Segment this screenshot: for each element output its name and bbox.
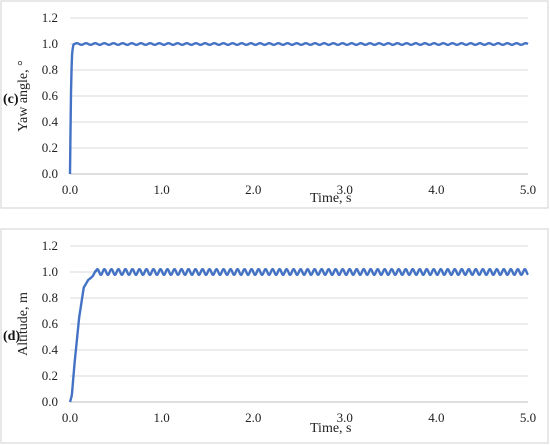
x-tick-label: 0.0: [62, 410, 78, 425]
altitude-chart: 0.0 0.2 0.4 0.6 0.8 1.0 1.2 0.0 1.0 2.0 3.0 4.0 5.0 T…: [0, 228, 549, 444]
y-axis-title: Altitude, m: [16, 292, 31, 356]
chart-panel-c: 0.0 0.2 0.4 0.6 0.8 1.0 1.2 0.0 1.0 2.0 3.0 4.0 5.0 T…: [0, 0, 550, 210]
x-tick-label: 5.0: [520, 182, 536, 197]
y-tick-label: 0.2: [42, 368, 58, 383]
x-tick-label: 2.0: [245, 182, 261, 197]
series-line: [68, 42, 529, 175]
y-tick-label: 0.0: [42, 394, 58, 409]
chart-panel-d: 0.0 0.2 0.4 0.6 0.8 1.0 1.2 0.0 1.0 2.0 3.0 4.0 5.0 T…: [0, 228, 550, 445]
yaw-angle-chart: 0.0 0.2 0.4 0.6 0.8 1.0 1.2 0.0 1.0 2.0 3.0 4.0 5.0 T…: [0, 0, 549, 209]
y-tick-label: 0.8: [42, 290, 58, 305]
x-tick-label: 3.0: [337, 182, 353, 197]
x-tick-label: 5.0: [520, 410, 536, 425]
y-tick-label: 0.2: [42, 140, 58, 155]
y-tick-label: 1.0: [42, 264, 58, 279]
y-tick-label: 0.6: [42, 88, 59, 103]
y-axis-title: Yaw angle, °: [16, 60, 31, 131]
y-tick-label: 1.2: [42, 238, 58, 253]
x-tick-label: 3.0: [337, 410, 353, 425]
panel-label: (c): [3, 92, 19, 107]
x-tick-label: 1.0: [153, 410, 169, 425]
y-tick-label: 0.0: [42, 166, 58, 181]
chart-frame: [0, 228, 549, 444]
y-tick-label: 0.8: [42, 62, 58, 77]
x-tick-label: 0.0: [62, 182, 78, 197]
x-tick-label: 4.0: [428, 182, 444, 197]
x-tick-label: 4.0: [428, 410, 444, 425]
series-line: [68, 267, 529, 403]
y-tick-label: 0.4: [42, 342, 59, 357]
x-tick-label: 1.0: [153, 182, 169, 197]
x-axis-title: Time, s: [310, 421, 352, 436]
y-tick-label: 0.6: [42, 316, 59, 331]
y-tick-label: 1.0: [42, 36, 58, 51]
x-tick-label: 2.0: [245, 410, 261, 425]
x-axis-title: Time, s: [310, 191, 352, 206]
chart-frame: [0, 0, 549, 209]
panel-label: (d): [3, 329, 20, 344]
y-tick-label: 0.4: [42, 114, 59, 129]
y-tick-label: 1.2: [42, 10, 58, 25]
